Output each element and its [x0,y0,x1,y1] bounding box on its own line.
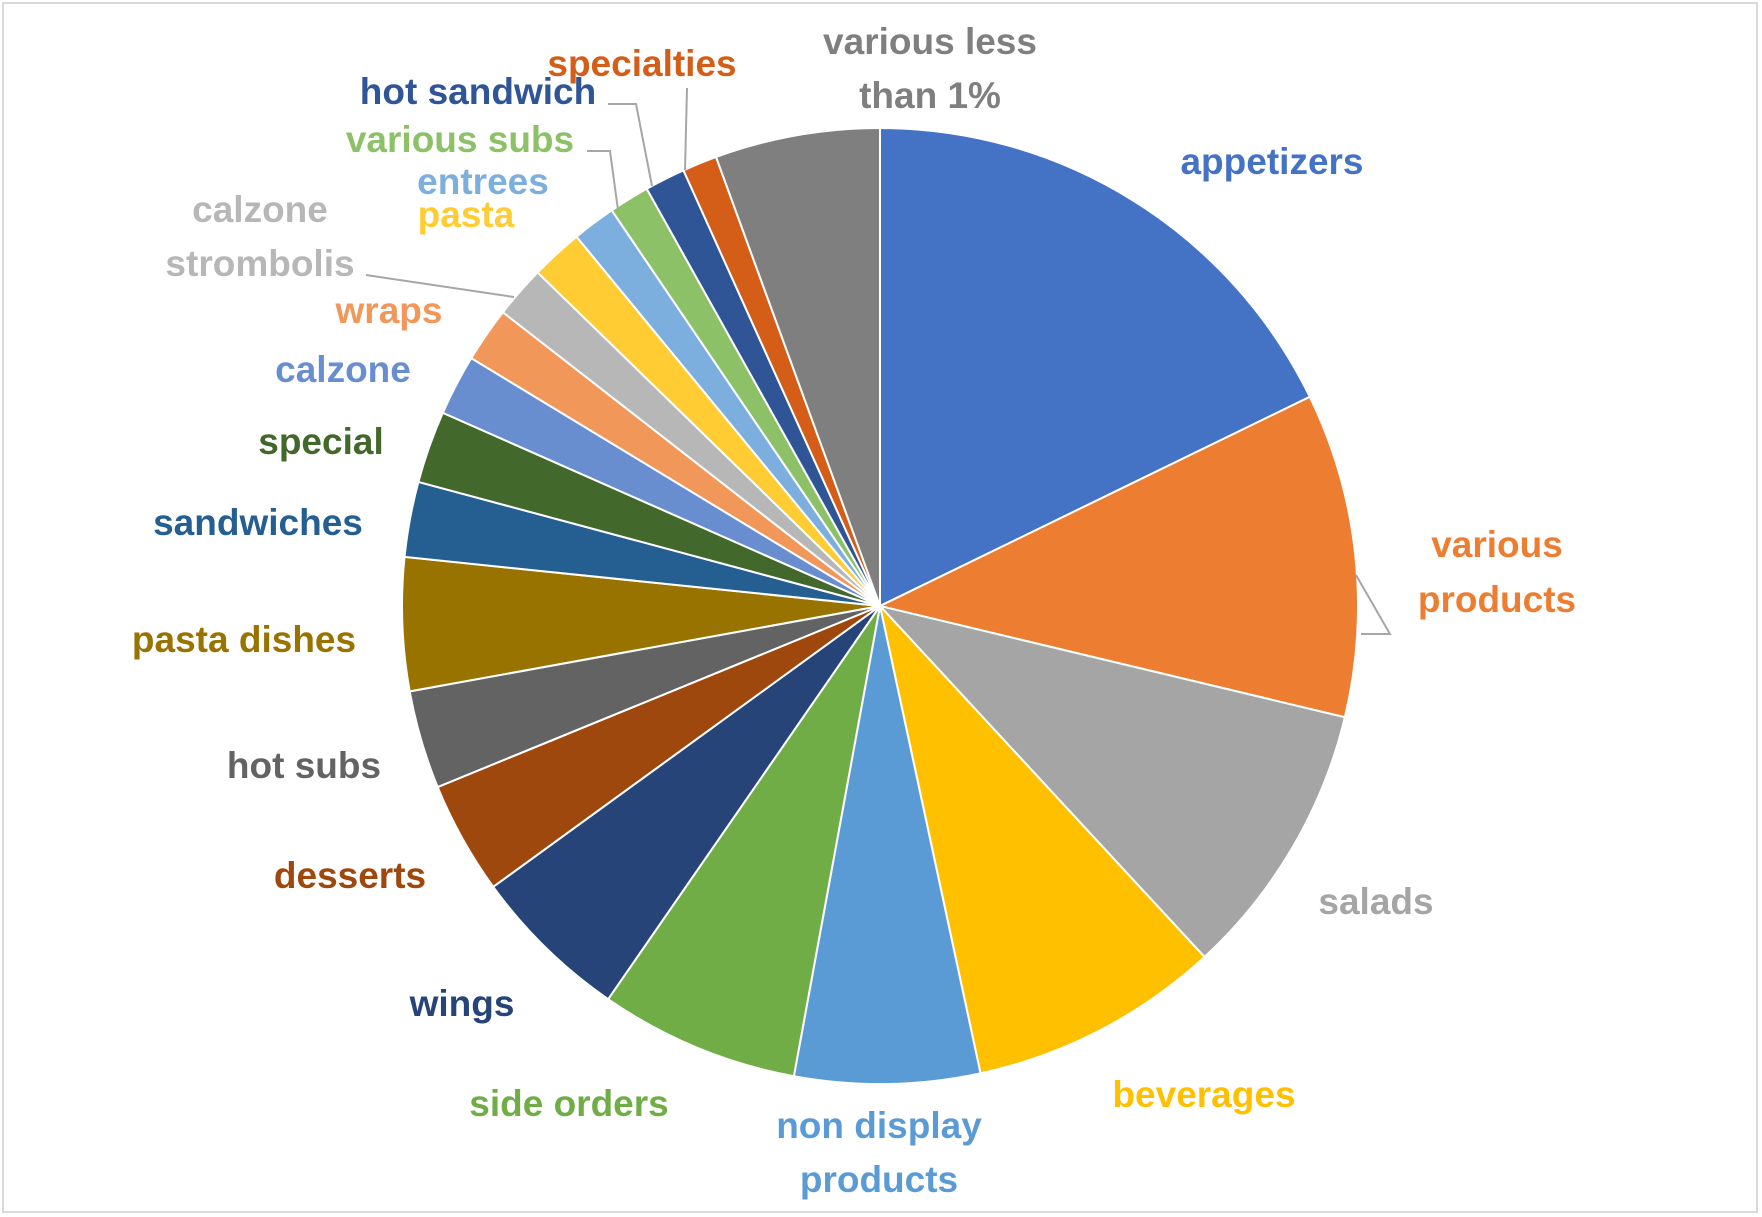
pie-slice-non-display-products [792,605,982,1086]
slice-label-desserts: desserts [274,855,426,896]
pie-slice-various-products [877,395,1359,719]
pie-slice-side-orders [606,605,881,1078]
slice-label-calzone-strombolis: calzone strombolis [165,189,354,284]
pie-slice-appetizers [879,126,1312,608]
slice-label-hot-subs: hot subs [227,745,381,786]
slice-label-wings: wings [409,983,515,1024]
slice-label-side-orders: side orders [469,1083,668,1124]
slice-label-various-less-than-1-: various less than 1% [823,21,1037,116]
slice-label-salads: salads [1318,881,1433,922]
pie-slice-wings [491,605,881,1001]
leader-line-various-products [1355,574,1392,635]
slice-label-specialties: specialties [547,43,736,84]
slice-label-various-products: various products [1418,524,1576,620]
slice-label-beverages: beverages [1112,1074,1295,1115]
slice-label-non-display-products: non display products [776,1105,982,1200]
leader-line-hot-sandwich [608,103,653,187]
slice-label-wraps: wraps [335,290,443,331]
leader-line-specialties [684,87,688,171]
slice-label-pasta: pasta [418,194,515,235]
slice-label-various-subs: various subs [346,119,574,160]
slice-label-pasta-dishes: pasta dishes [132,619,356,660]
pie-chart: appetizers various products salads beverages… [132,21,1576,1200]
slice-label-calzone: calzone [275,349,411,390]
pie-slices [401,126,1359,1086]
slice-label-sandwiches: sandwiches [153,502,363,543]
slice-label-appetizers: appetizers [1180,141,1363,182]
slice-label-special: special [258,421,383,462]
pie-slice-salads [877,604,1347,959]
leader-line-calzone-strombolis [365,274,515,298]
pie-slice-various-less-than-1- [714,126,881,607]
slice-labels: appetizers various products salads beverages… [132,21,1576,1200]
pie-slice-beverages [878,602,1206,1075]
slice-label-hot-sandwich: hot sandwich [360,71,596,112]
slice-label-entrees: entrees [417,161,549,202]
leader-line-various-subs [587,150,619,211]
